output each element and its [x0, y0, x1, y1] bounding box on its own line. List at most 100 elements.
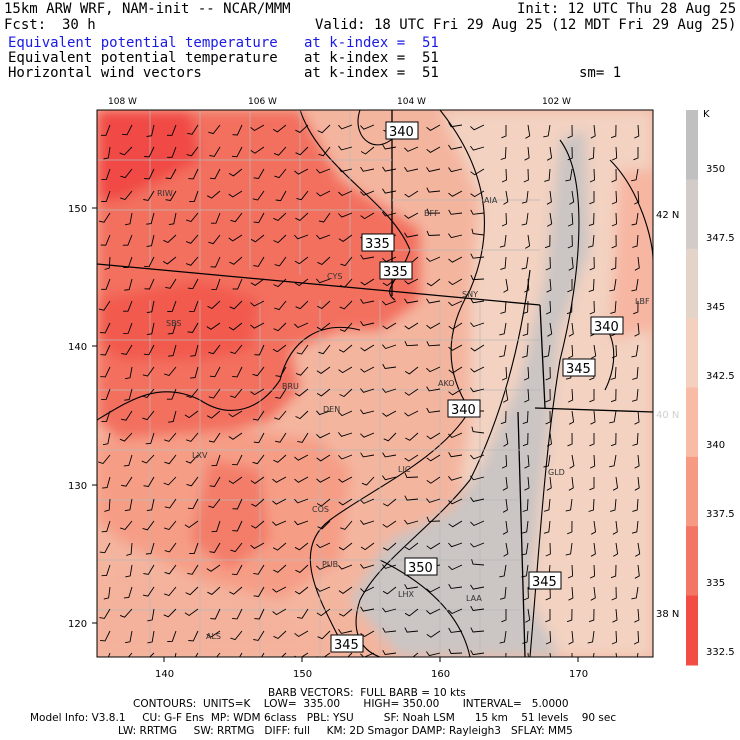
wind-barb — [545, 609, 551, 623]
wind-barb — [253, 256, 265, 267]
wind-barb — [186, 476, 199, 487]
wind-barb — [143, 190, 155, 201]
wind-barb — [230, 542, 243, 553]
wind-barb — [141, 454, 155, 464]
wind-barb — [426, 167, 441, 173]
map-frame — [96, 109, 654, 658]
wind-barb — [502, 476, 508, 491]
wind-barb — [121, 124, 133, 136]
wind-barb — [294, 256, 309, 265]
wind-barb — [146, 322, 155, 336]
wind-barb — [360, 452, 375, 458]
wind-barb — [470, 454, 485, 460]
wind-barb — [521, 542, 529, 556]
wind-barb — [404, 472, 419, 478]
x-tick-labels: 140 150 160 170 — [155, 669, 588, 680]
wind-barb — [471, 559, 485, 566]
wind-barb — [274, 256, 287, 267]
wind-barb — [167, 146, 177, 158]
wind-barb — [610, 432, 617, 447]
wind-barb — [316, 564, 331, 570]
wind-barb — [426, 432, 441, 440]
wind-barb — [186, 388, 199, 399]
wind-barb — [382, 586, 397, 595]
wind-barb — [382, 166, 397, 172]
wind-barb — [589, 300, 595, 315]
wind-barb — [232, 608, 243, 620]
wind-barb — [568, 630, 574, 645]
svg-text:42 N: 42 N — [656, 210, 679, 221]
wind-barb — [184, 520, 199, 529]
wind-barb — [228, 234, 243, 242]
wind-barb — [448, 366, 463, 374]
wind-barb — [610, 366, 617, 380]
wind-barb — [470, 497, 485, 503]
wind-barb — [206, 410, 221, 419]
wind-barb — [499, 564, 507, 578]
wind-barb — [123, 300, 133, 312]
wind-barb — [164, 586, 177, 597]
wind-barb — [120, 168, 133, 179]
wind-barb — [316, 608, 331, 617]
wind-barb — [567, 146, 573, 161]
wind-barb — [119, 608, 133, 618]
wind-barb — [568, 256, 574, 271]
wind-barb — [250, 146, 265, 154]
wind-barb — [521, 256, 529, 270]
wind-barb — [253, 564, 265, 575]
wind-barb — [412, 652, 419, 657]
wind-barb — [190, 366, 199, 379]
wind-barb — [142, 410, 155, 421]
wind-barb — [632, 234, 639, 248]
wind-barb — [164, 520, 177, 531]
wind-barb — [273, 234, 287, 244]
theta-e-field — [97, 110, 653, 657]
wind-barb — [632, 432, 639, 446]
wind-barb — [611, 586, 617, 601]
y-tick-marks — [92, 207, 97, 624]
wind-barb — [501, 609, 507, 623]
wind-barb — [360, 146, 375, 155]
wind-barb — [98, 300, 111, 311]
wind-barb — [216, 652, 221, 657]
wind-barb — [295, 146, 309, 156]
wind-barb — [590, 586, 596, 601]
wind-barb — [360, 586, 375, 593]
wind-barb — [499, 630, 507, 644]
wind-barb — [631, 388, 639, 402]
wind-barb — [121, 476, 133, 487]
wind-barb — [448, 648, 463, 654]
wind-barb — [470, 475, 485, 481]
wind-barb — [547, 212, 553, 227]
svg-text:340: 340 — [389, 125, 414, 140]
wind-barb — [123, 586, 133, 599]
wind-barb — [590, 410, 596, 425]
wind-barb — [426, 498, 441, 503]
wind-barb — [99, 608, 111, 619]
wind-barb — [522, 630, 529, 644]
wind-barb — [634, 608, 640, 623]
wind-barb — [634, 190, 640, 205]
wind-barb — [144, 146, 155, 158]
wind-barb — [632, 366, 639, 380]
city-gld: GLD — [548, 468, 565, 477]
wind-barb — [634, 454, 640, 469]
wind-barb — [253, 586, 265, 597]
wind-barb — [210, 256, 221, 268]
wind-barb — [121, 410, 133, 421]
wind-barb — [404, 278, 419, 285]
svg-text:335: 335 — [383, 265, 408, 280]
wind-barb — [294, 278, 309, 287]
svg-text:345: 345 — [532, 575, 557, 590]
wind-barb — [316, 454, 331, 462]
wind-barb — [188, 630, 199, 642]
wind-barb — [590, 454, 596, 469]
wind-barb — [167, 300, 177, 312]
wind-barb — [360, 366, 375, 373]
city-laa: LAA — [466, 594, 482, 603]
wind-barb — [502, 520, 508, 535]
wind-barb — [426, 298, 441, 304]
wind-barb — [448, 583, 463, 589]
valid-time: Valid: 18 UTC Fri 29 Aug 25 (12 MDT Fri … — [315, 17, 737, 33]
wind-barb — [295, 564, 309, 573]
